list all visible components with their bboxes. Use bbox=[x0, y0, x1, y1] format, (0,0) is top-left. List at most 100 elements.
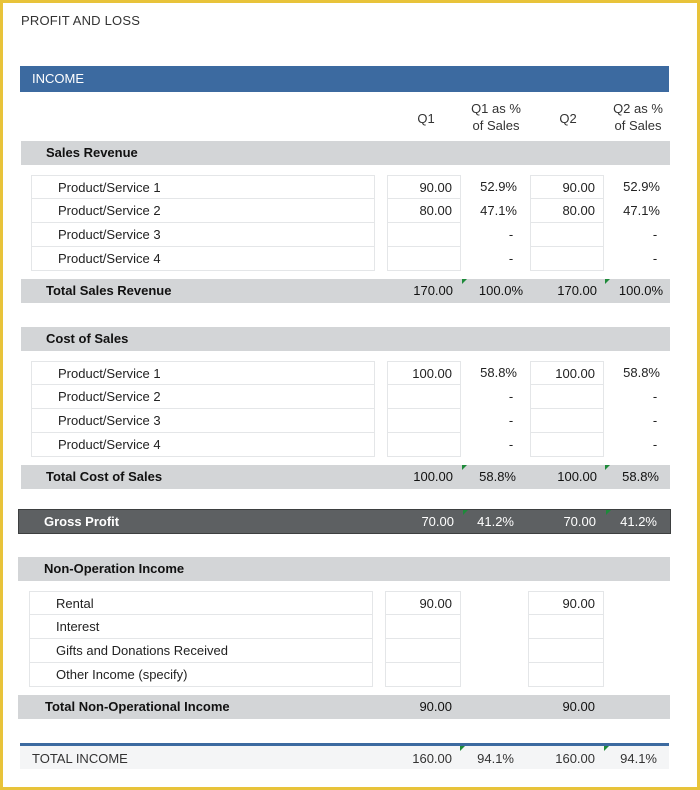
total-income-q1: 160.00 bbox=[412, 751, 452, 766]
total-sales-revenue-q1-pct: 100.0% bbox=[478, 283, 523, 298]
total-non-operational-income-row: Total Non-Operational Income 90.00 90.00 bbox=[18, 695, 670, 719]
q1-value-input[interactable] bbox=[387, 223, 461, 247]
row-label: Product/Service 4 bbox=[31, 247, 375, 271]
q2-value-input[interactable] bbox=[530, 433, 604, 457]
q2-value-input[interactable] bbox=[528, 663, 604, 687]
q2-pct-value: 58.8% bbox=[623, 365, 660, 380]
q1-value-input[interactable] bbox=[385, 639, 461, 663]
cell-marker-icon bbox=[605, 465, 610, 470]
table-row: Product/Service 3 - - bbox=[3, 409, 700, 433]
cell-marker-icon bbox=[605, 279, 610, 284]
col-q1-header: Q1 bbox=[417, 111, 435, 126]
q1-value-input[interactable]: 100.00 bbox=[387, 361, 461, 385]
q2-pct-value: - bbox=[652, 227, 658, 242]
total-income-q1-pct: 94.1% bbox=[477, 751, 514, 766]
q1-value-input[interactable] bbox=[387, 409, 461, 433]
row-label: Product/Service 1 bbox=[31, 175, 375, 199]
q2-pct-value: - bbox=[652, 437, 658, 452]
cell-marker-icon bbox=[460, 746, 465, 751]
page-title: PROFIT AND LOSS bbox=[21, 13, 141, 28]
section-cost-of-sales: Cost of Sales bbox=[21, 327, 670, 351]
q1-value-input[interactable] bbox=[387, 247, 461, 271]
table-row: Interest bbox=[3, 615, 700, 639]
q1-value-input[interactable] bbox=[385, 615, 461, 639]
total-sales-revenue-q2-pct: 100.0% bbox=[618, 283, 663, 298]
q2-value-input[interactable]: 80.00 bbox=[530, 199, 604, 223]
col-q2-header: Q2 bbox=[559, 111, 577, 126]
row-label: Product/Service 2 bbox=[31, 199, 375, 223]
q2-value-input[interactable]: 90.00 bbox=[530, 175, 604, 199]
total-income-q2-pct: 94.1% bbox=[620, 751, 657, 766]
q1-pct-value: - bbox=[508, 251, 514, 266]
q1-value-input[interactable] bbox=[387, 385, 461, 409]
total-non-operational-income-q2: 90.00 bbox=[562, 699, 595, 714]
cell-marker-icon bbox=[606, 510, 611, 515]
total-income-q2: 160.00 bbox=[555, 751, 595, 766]
q1-pct-value: - bbox=[508, 437, 514, 452]
q2-value-input[interactable] bbox=[528, 615, 604, 639]
q1-value-input[interactable] bbox=[387, 433, 461, 457]
q2-pct-value: 47.1% bbox=[623, 203, 660, 218]
q1-value-input[interactable]: 80.00 bbox=[387, 199, 461, 223]
total-cost-of-sales-label: Total Cost of Sales bbox=[46, 469, 163, 484]
table-row: Rental 90.00 90.00 bbox=[3, 591, 700, 615]
q1-value-input[interactable] bbox=[385, 663, 461, 687]
col-q1-pct-line1: Q1 as % bbox=[471, 101, 521, 116]
q2-value-input[interactable] bbox=[528, 639, 604, 663]
table-row: Other Income (specify) bbox=[3, 663, 700, 687]
q2-value-input[interactable] bbox=[530, 223, 604, 247]
cell-marker-icon bbox=[462, 279, 467, 284]
gross-profit-q2-pct: 41.2% bbox=[620, 514, 657, 529]
total-sales-revenue-q1: 170.00 bbox=[413, 283, 453, 298]
q2-pct-value: - bbox=[652, 251, 658, 266]
total-income-row: TOTAL INCOME 160.00 94.1% 160.00 94.1% bbox=[20, 743, 669, 769]
q2-pct-value: - bbox=[652, 389, 658, 404]
section-sales-revenue: Sales Revenue bbox=[21, 141, 670, 165]
q1-pct-value: 52.9% bbox=[480, 179, 517, 194]
q2-pct-value: 52.9% bbox=[623, 179, 660, 194]
row-label: Product/Service 4 bbox=[31, 433, 375, 457]
row-label: Rental bbox=[29, 591, 373, 615]
row-label: Product/Service 3 bbox=[31, 409, 375, 433]
cell-marker-icon bbox=[604, 746, 609, 751]
total-cost-of-sales-q2: 100.00 bbox=[557, 469, 597, 484]
table-row: Product/Service 2 80.00 47.1% 80.00 47.1… bbox=[3, 199, 700, 223]
row-label: Product/Service 3 bbox=[31, 223, 375, 247]
q1-value-input[interactable]: 90.00 bbox=[385, 591, 461, 615]
q1-pct-value: 47.1% bbox=[480, 203, 517, 218]
total-non-operational-income-label: Total Non-Operational Income bbox=[45, 699, 230, 714]
q1-pct-value: - bbox=[508, 413, 514, 428]
table-row: Gifts and Donations Received bbox=[3, 639, 700, 663]
cell-marker-icon bbox=[463, 510, 468, 515]
gross-profit-q1-pct: 41.2% bbox=[477, 514, 514, 529]
q2-value-input[interactable] bbox=[530, 409, 604, 433]
total-non-operational-income-q1: 90.00 bbox=[419, 699, 452, 714]
table-row: Product/Service 4 - - bbox=[3, 433, 700, 457]
col-q2-pct-header: Q2 as % of Sales bbox=[603, 100, 673, 134]
q2-value-input[interactable] bbox=[530, 247, 604, 271]
total-cost-of-sales-q1: 100.00 bbox=[413, 469, 453, 484]
total-cost-of-sales-row: Total Cost of Sales 100.00 58.8% 100.00 … bbox=[21, 465, 670, 489]
col-q1-pct-header: Q1 as % of Sales bbox=[461, 100, 531, 134]
total-sales-revenue-row: Total Sales Revenue 170.00 100.0% 170.00… bbox=[21, 279, 670, 303]
q2-value-input[interactable]: 100.00 bbox=[530, 361, 604, 385]
q2-pct-value: - bbox=[652, 413, 658, 428]
cell-marker-icon bbox=[462, 465, 467, 470]
q1-value-input[interactable]: 90.00 bbox=[387, 175, 461, 199]
total-cost-of-sales-q1-pct: 58.8% bbox=[479, 469, 516, 484]
section-non-operation-income: Non-Operation Income bbox=[18, 557, 670, 581]
q2-value-input[interactable] bbox=[530, 385, 604, 409]
q2-value-input[interactable]: 90.00 bbox=[528, 591, 604, 615]
row-label: Product/Service 1 bbox=[31, 361, 375, 385]
q1-pct-value: - bbox=[508, 389, 514, 404]
col-q2-pct-line1: Q2 as % bbox=[613, 101, 663, 116]
q1-pct-value: - bbox=[508, 227, 514, 242]
table-row: Product/Service 1 100.00 58.8% 100.00 58… bbox=[3, 361, 700, 385]
table-row: Product/Service 1 90.00 52.9% 90.00 52.9… bbox=[3, 175, 700, 199]
table-row: Product/Service 4 - - bbox=[3, 247, 700, 271]
row-label: Interest bbox=[29, 615, 373, 639]
col-q2-pct-line2: of Sales bbox=[614, 118, 662, 133]
total-cost-of-sales-q2-pct: 58.8% bbox=[622, 469, 659, 484]
income-header: INCOME bbox=[20, 66, 669, 92]
col-q1-pct-line2: of Sales bbox=[472, 118, 520, 133]
